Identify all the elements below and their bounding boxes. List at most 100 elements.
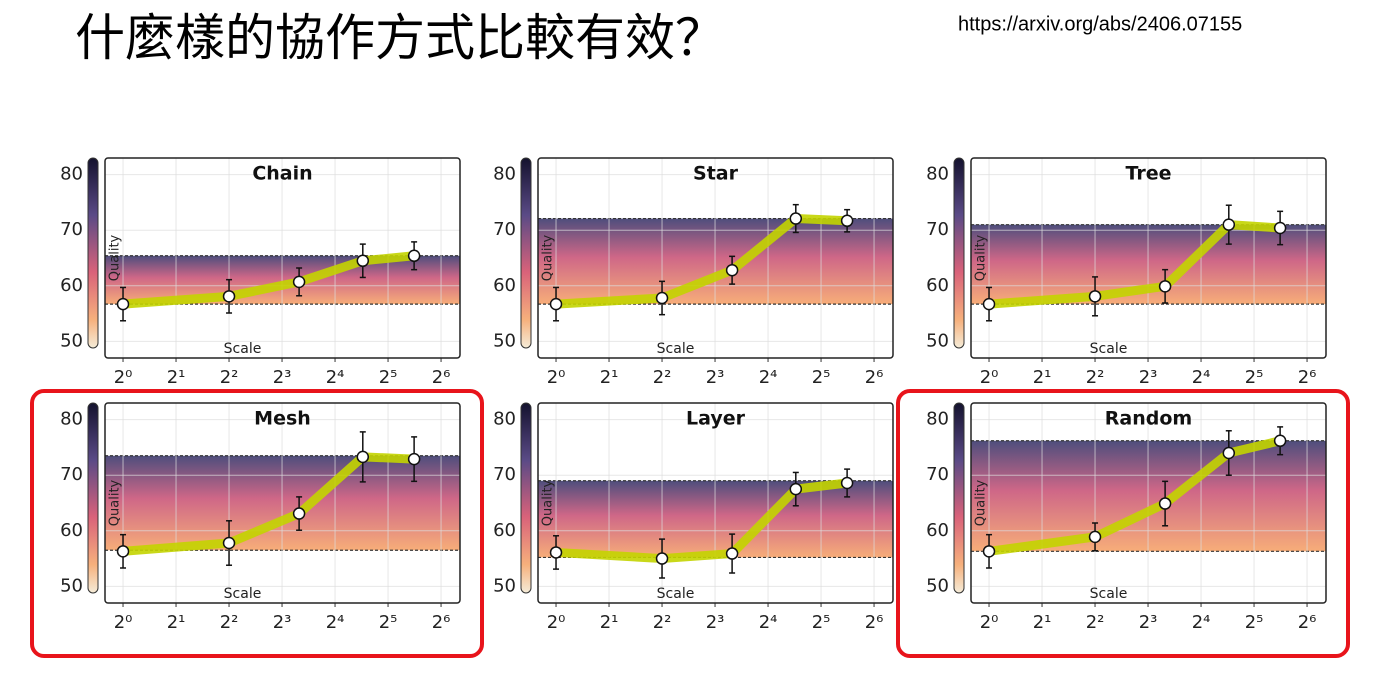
y-tick-label: 60	[926, 520, 949, 541]
data-point	[655, 291, 669, 305]
x-tick-label: 2⁵	[379, 367, 398, 388]
y-tick-label: 70	[493, 219, 516, 240]
data-point	[292, 507, 306, 520]
y-tick-label: 80	[493, 164, 516, 185]
highlight-box	[896, 389, 1350, 658]
data-point	[725, 263, 739, 277]
y-axis-label: Quality	[541, 479, 556, 526]
data-point	[116, 545, 130, 558]
x-tick-label: 2³	[1139, 367, 1158, 388]
x-tick-label: 2³	[706, 612, 725, 633]
chart-title: Tree	[1125, 163, 1171, 185]
x-tick-label: 2¹	[1033, 367, 1052, 388]
x-tick-label: 2¹	[600, 367, 619, 388]
y-tick-label: 80	[493, 409, 516, 430]
x-tick-label: 2⁰	[980, 612, 999, 633]
plot-frame	[104, 402, 461, 604]
x-tick-label: 2⁴	[759, 612, 778, 633]
data-point	[655, 552, 669, 565]
x-tick-label: 2³	[1139, 612, 1158, 633]
y-tick-label: 70	[60, 219, 83, 240]
y-tick-label: 80	[926, 164, 949, 185]
data-point	[725, 547, 739, 560]
x-tick-label: 2⁰	[114, 612, 133, 633]
x-axis-label: Scale	[224, 341, 262, 357]
y-tick-label: 70	[926, 219, 949, 240]
data-point	[789, 212, 803, 225]
y-tick-label: 60	[60, 275, 83, 296]
x-tick-label: 2¹	[167, 367, 186, 388]
x-tick-label: 2³	[706, 367, 725, 388]
x-tick-label: 2¹	[1033, 612, 1052, 633]
x-tick-label: 2⁴	[1192, 367, 1211, 388]
y-axis-label: Quality	[541, 234, 556, 281]
x-tick-label: 2⁶	[865, 612, 884, 633]
data-point	[1222, 446, 1236, 460]
x-tick-label: 2¹	[167, 612, 186, 633]
x-tick-label: 2²	[653, 612, 672, 633]
data-point	[1088, 530, 1102, 544]
colorbar	[953, 157, 965, 349]
x-axis-label: Scale	[657, 341, 695, 357]
x-tick-label: 2²	[1086, 367, 1105, 388]
y-tick-label: 70	[493, 464, 516, 485]
colorbar	[87, 402, 99, 594]
x-tick-label: 2³	[273, 612, 292, 633]
data-point	[1088, 290, 1102, 303]
data-point	[1273, 434, 1287, 448]
y-tick-label: 80	[926, 409, 949, 430]
data-point	[1158, 497, 1172, 510]
data-point	[789, 482, 803, 496]
y-axis-label: Quality	[108, 479, 123, 526]
chart-title: Mesh	[254, 408, 311, 430]
data-point	[982, 297, 996, 311]
plot-frame	[970, 157, 1327, 359]
colorbar	[953, 402, 965, 594]
y-tick-label: 70	[926, 464, 949, 485]
y-tick-label: 80	[60, 164, 83, 185]
source-url: https://arxiv.org/abs/2406.07155	[958, 13, 1242, 35]
y-tick-label: 50	[60, 575, 83, 596]
data-point	[292, 275, 306, 289]
x-tick-label: 2²	[220, 367, 239, 388]
x-tick-label: 2⁵	[379, 612, 398, 633]
y-tick-label: 60	[493, 275, 516, 296]
x-tick-label: 2⁶	[1298, 367, 1317, 388]
y-axis-label: Quality	[974, 479, 989, 526]
y-tick-label: 50	[493, 330, 516, 351]
x-tick-label: 2⁶	[865, 367, 884, 388]
data-point	[356, 254, 370, 268]
data-point	[356, 450, 370, 464]
y-tick-label: 60	[493, 520, 516, 541]
data-point	[407, 249, 421, 263]
x-tick-label: 2⁶	[432, 367, 451, 388]
plot-frame	[970, 402, 1327, 604]
y-tick-label: 50	[60, 330, 83, 351]
chart-title: Layer	[686, 408, 746, 430]
x-tick-label: 2²	[1086, 612, 1105, 633]
plot-frame	[537, 157, 894, 359]
y-tick-label: 70	[60, 464, 83, 485]
x-tick-label: 2⁵	[1245, 612, 1264, 633]
plot-frame	[104, 157, 461, 359]
colorbar	[520, 157, 532, 349]
y-axis-label: Quality	[108, 234, 123, 281]
x-tick-label: 2²	[653, 367, 672, 388]
x-tick-label: 2¹	[600, 612, 619, 633]
y-axis-label: Quality	[974, 234, 989, 281]
data-point	[1222, 218, 1236, 231]
y-tick-label: 60	[60, 520, 83, 541]
data-point	[407, 452, 421, 466]
x-tick-label: 2⁶	[432, 612, 451, 633]
x-tick-label: 2⁰	[547, 367, 566, 388]
data-point	[116, 297, 130, 311]
x-axis-label: Scale	[1090, 341, 1128, 357]
x-tick-label: 2⁴	[326, 367, 345, 388]
x-tick-label: 2⁴	[759, 367, 778, 388]
chart-title: Random	[1105, 408, 1192, 430]
colorbar	[87, 157, 99, 349]
x-tick-label: 2⁵	[812, 612, 831, 633]
x-tick-label: 2⁰	[114, 367, 133, 388]
y-tick-label: 60	[926, 275, 949, 296]
